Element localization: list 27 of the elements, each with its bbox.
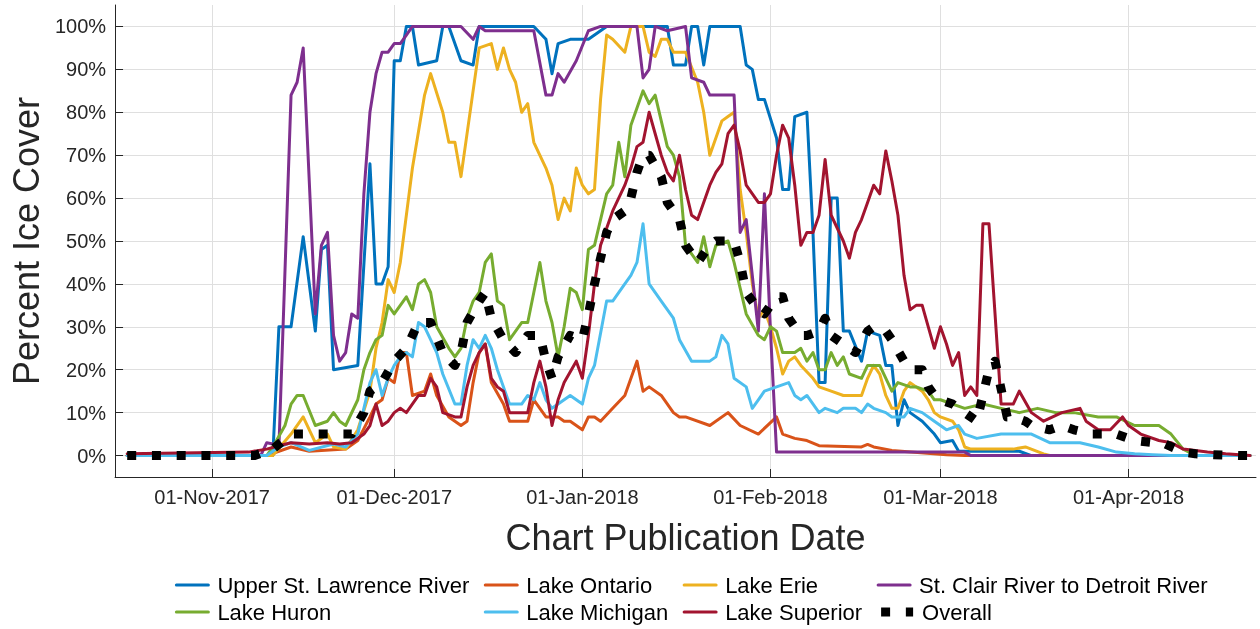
legend-label: Lake Michigan: [526, 599, 669, 625]
y-tick-label: 70%: [66, 144, 107, 167]
legend-label: Lake Ontario: [526, 572, 653, 598]
x-tick-label: 01-Jan-2018: [526, 486, 639, 508]
x-axis-title: Chart Publication Date: [505, 516, 866, 558]
x-tick-label: 01-Apr-2018: [1072, 486, 1185, 508]
legend-label: Upper St. Lawrence River: [217, 572, 470, 598]
y-tick-label: 90%: [66, 58, 107, 81]
y-tick-label: 0%: [77, 444, 107, 467]
x-tick-label: 01-Nov-2017: [154, 486, 270, 508]
y-tick-label: 100%: [54, 15, 107, 38]
y-tick-label: 80%: [66, 101, 107, 124]
legend-label: Overall: [922, 599, 992, 625]
x-tick-label: 01-Feb-2018: [713, 486, 828, 508]
x-tick-label: 01-Dec-2017: [336, 486, 453, 508]
y-tick-label: 30%: [66, 315, 107, 338]
legend-label: Lake Superior: [725, 599, 863, 625]
y-tick-label: 50%: [66, 230, 107, 252]
y-tick-label: 60%: [66, 187, 107, 210]
y-tick-label: 40%: [66, 272, 107, 295]
y-tick-label: 10%: [66, 401, 107, 424]
x-tick-label: 01-Mar-2018: [883, 486, 998, 508]
y-axis-title: Percent Ice Cover: [5, 96, 47, 386]
legend-label: St. Clair River to Detroit River: [919, 572, 1208, 598]
y-tick-label: 20%: [66, 358, 107, 381]
legend-label: Lake Huron: [217, 599, 332, 625]
legend-label: Lake Erie: [725, 572, 819, 598]
